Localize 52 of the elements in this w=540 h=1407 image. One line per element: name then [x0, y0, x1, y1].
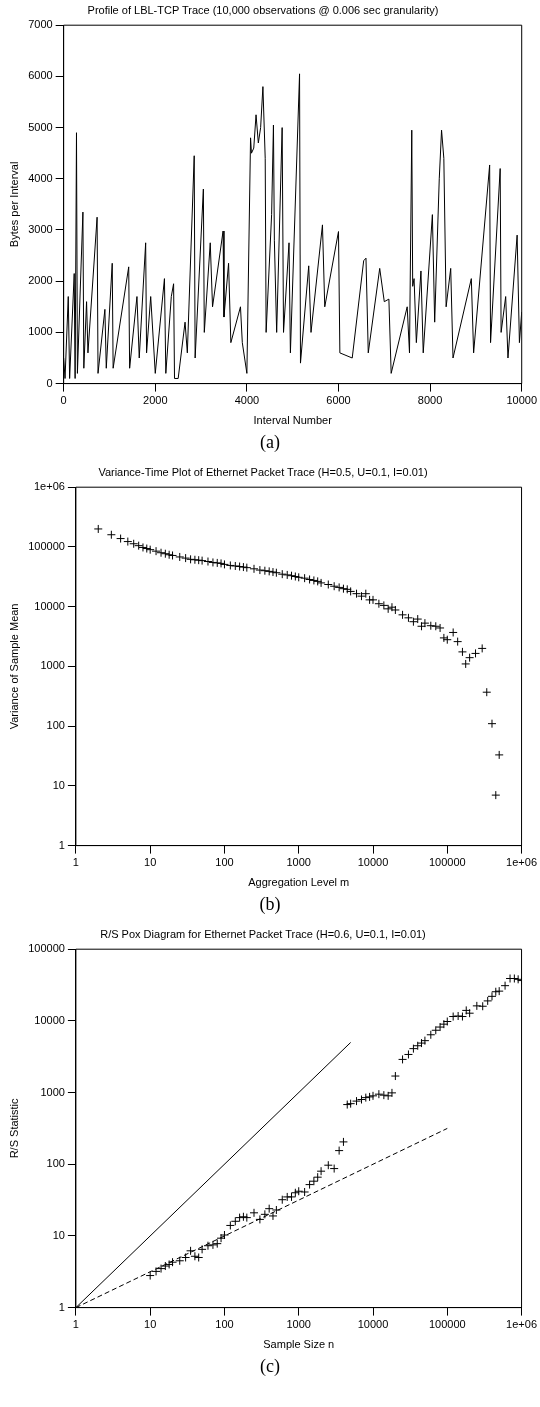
y-tick-label: 0: [46, 376, 53, 389]
y-tick-label: 10: [52, 1228, 65, 1241]
x-tick-label: 10: [144, 856, 157, 869]
y-tick-label: 1: [58, 838, 65, 851]
y-tick-label: 10000: [34, 599, 65, 612]
y-tick-label: 10000: [34, 1013, 65, 1026]
x-tick-label: 2000: [143, 394, 168, 407]
y-tick-label: 4000: [28, 171, 53, 184]
x-tick-label: 100: [215, 1318, 234, 1331]
y-tick-label: 5000: [28, 120, 53, 133]
x-tick-label: 4000: [234, 394, 260, 407]
y-tick-label: 10: [52, 778, 65, 791]
y-axis-title: Variance of Sample Mean: [7, 603, 20, 730]
y-tick-label: 100: [46, 719, 65, 732]
x-tick-label: 1e+06: [506, 856, 538, 869]
x-tick-label: 100: [215, 856, 234, 869]
x-tick-label: 1000: [286, 1318, 311, 1331]
chart-title: R/S Pox Diagram for Ethernet Packet Trace (H=0.6, U=0.1, I=0.01): [100, 927, 426, 940]
x-tick-label: 1000: [286, 856, 311, 869]
x-tick-label: 10000: [506, 394, 537, 407]
x-tick-label: 8000: [417, 394, 443, 407]
x-axis-title: Aggregation Level m: [248, 876, 350, 889]
x-tick-label: 1e+06: [506, 1318, 538, 1331]
chart-title: Profile of LBL-TCP Trace (10,000 observations @ 0.006 sec granularity): [87, 3, 439, 16]
y-tick-label: 7000: [28, 18, 53, 31]
chart-title: Variance-Time Plot of Ethernet Packet Trace (H=0.5, U=0.1, I=0.01): [98, 465, 428, 478]
y-tick-label: 1: [58, 1300, 65, 1313]
x-axis-title: Interval Number: [253, 414, 333, 427]
y-tick-label: 2000: [28, 274, 53, 287]
text: (b): [258, 894, 282, 916]
x-tick-label: 10000: [357, 856, 389, 869]
x-tick-label: 10000: [357, 1318, 389, 1331]
y-axis-title: Bytes per Interval: [7, 161, 20, 248]
x-tick-label: 100000: [428, 1318, 466, 1331]
x-tick-label: 10: [144, 1318, 157, 1331]
x-tick-label: 1: [72, 856, 79, 869]
text: (a): [259, 432, 281, 454]
y-tick-label: 1e+06: [34, 480, 65, 493]
text: (c): [259, 1356, 281, 1378]
y-tick-label: 1000: [40, 1085, 65, 1098]
x-tick-label: 1: [72, 1318, 79, 1331]
y-tick-label: 100000: [28, 942, 65, 955]
x-tick-label: 6000: [326, 394, 351, 407]
y-tick-label: 6000: [28, 69, 53, 82]
y-axis-title: R/S Statistic: [7, 1097, 20, 1159]
x-axis-title: Sample Size n: [263, 1338, 335, 1351]
x-tick-label: 100000: [428, 856, 466, 869]
y-tick-label: 100: [46, 1157, 65, 1170]
y-tick-label: 1000: [28, 325, 53, 338]
y-tick-label: 100000: [28, 539, 65, 552]
y-tick-label: 3000: [28, 223, 53, 236]
y-tick-label: 1000: [40, 659, 65, 672]
